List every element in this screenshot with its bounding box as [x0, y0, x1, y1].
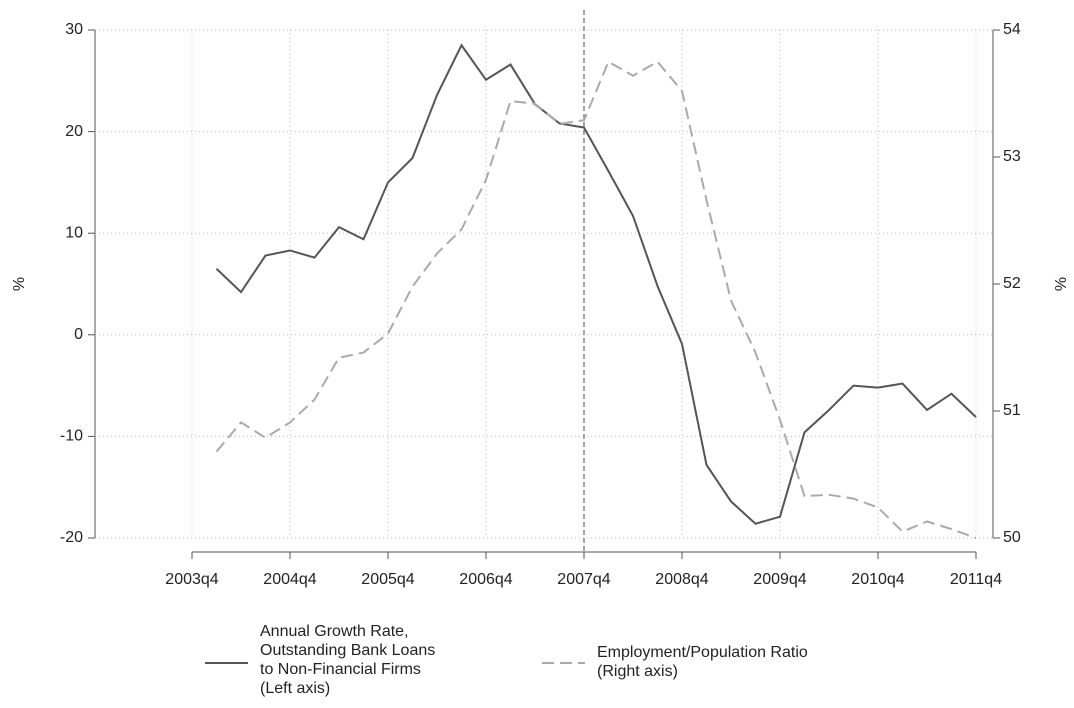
series-line	[215, 43, 977, 525]
x-tick-label: 2005q4	[361, 571, 414, 588]
x-tick-label: 2007q4	[557, 571, 610, 588]
y2-tick-label: 51	[1003, 402, 1021, 419]
x-tick-label: 2006q4	[459, 571, 512, 588]
y-tick-label: -10	[60, 428, 83, 445]
y2-tick-label: 54	[1003, 21, 1021, 38]
y2-tick-label: 53	[1003, 148, 1021, 165]
legend-label: Annual Growth Rate, Outstanding Bank Loa…	[260, 623, 436, 697]
y-tick-label: 30	[65, 21, 83, 38]
y2-tick-label: 52	[1003, 275, 1021, 292]
y-tick-label: -20	[60, 529, 83, 546]
x-tick-label: 2003q4	[165, 571, 218, 588]
series-line	[215, 60, 977, 539]
y-tick-label: 0	[74, 326, 83, 343]
y2-axis-label: %	[1053, 277, 1070, 291]
x-tick-label: 2011q4	[950, 571, 1002, 588]
y-axis-label: %	[11, 277, 28, 291]
legend-label: Employment/Population Ratio (Right axis)	[597, 644, 808, 680]
y-tick-label: 20	[65, 123, 83, 140]
y-tick-label: 10	[65, 224, 83, 241]
x-tick-label: 2008q4	[655, 571, 708, 588]
x-tick-label: 2004q4	[263, 571, 316, 588]
x-tick-label: 2009q4	[753, 571, 806, 588]
y2-tick-label: 50	[1003, 529, 1021, 546]
x-tick-label: 2010q4	[851, 571, 904, 588]
